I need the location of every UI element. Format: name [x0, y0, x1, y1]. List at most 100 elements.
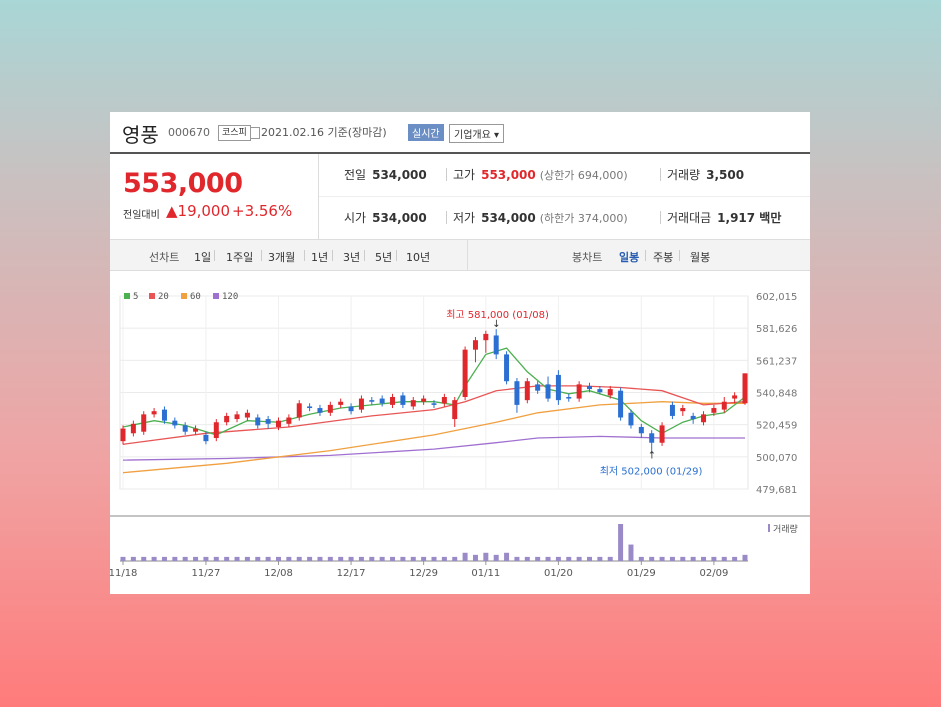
quote-row-1: 전일 534,000 고가 553,000 (상한가 694,000) 거래량 3,50… — [319, 154, 810, 197]
volume-bar — [338, 556, 344, 561]
candle-body — [483, 333, 489, 341]
candle-body — [742, 373, 748, 404]
candle-body — [711, 408, 717, 413]
candle-body — [400, 395, 406, 405]
volume-bar — [327, 556, 333, 561]
legend-label: 5 — [133, 292, 138, 302]
volume-bar — [358, 556, 364, 561]
volume-bar — [628, 544, 634, 561]
volume-bar — [276, 556, 281, 561]
candle-body — [234, 414, 240, 420]
volume-bar — [545, 556, 551, 561]
volume-bar — [659, 556, 665, 561]
tab-candle-chart[interactable]: 봉차트 — [572, 251, 603, 264]
volume-legend-label: 거래량 — [773, 523, 798, 535]
candle-body — [203, 434, 209, 442]
candle-body — [358, 398, 364, 410]
amount-cell: 거래대금 1,917 백만 — [667, 209, 781, 226]
chevron-down-icon: ▾ — [494, 130, 500, 141]
volume-bar — [597, 556, 603, 561]
volume-bar — [172, 556, 178, 561]
company-info-button[interactable]: 기업개요 ▾ — [449, 124, 505, 143]
volume-bar — [317, 556, 323, 561]
legend-swatch — [124, 293, 130, 299]
candle-body — [472, 340, 478, 350]
candle-body — [493, 335, 499, 355]
realtime-button[interactable]: 실시간 — [408, 124, 444, 141]
candle-body — [141, 414, 147, 432]
volume-bar — [224, 556, 230, 561]
candle-body — [286, 417, 292, 424]
volume-bar — [576, 556, 582, 561]
candle-body — [213, 422, 219, 439]
volume-bar — [244, 556, 250, 561]
tab-1d[interactable]: 1일 — [194, 251, 212, 264]
candle-body — [369, 400, 375, 402]
volume-bar — [213, 556, 219, 561]
prev-close-cell: 전일 534,000 — [344, 166, 427, 183]
candle-body — [379, 398, 385, 404]
tab-weekly[interactable]: 주봉 — [653, 251, 674, 264]
volume-bar — [255, 556, 261, 561]
candle-body — [338, 401, 344, 405]
tab-3y[interactable]: 3년 — [343, 251, 361, 264]
arrow-up-icon: ↑ — [648, 451, 656, 462]
legend-label: 20 — [158, 292, 169, 302]
prev-close-label: 전일 — [344, 168, 367, 182]
candle-body — [265, 419, 271, 424]
open-cell: 시가 534,000 — [344, 209, 427, 226]
x-tick-label: 12/29 — [409, 568, 438, 579]
market-badge: 코스피 — [218, 125, 251, 141]
volume-bar — [431, 556, 437, 561]
tab-1y[interactable]: 1년 — [311, 251, 329, 264]
quote-row-2: 시가 534,000 저가 534,000 (하한가 374,000) 거래대금 1,9… — [319, 197, 810, 239]
tab-10y[interactable]: 10년 — [406, 251, 431, 264]
quote-date: 2021.02.16 기준(장마감) — [261, 126, 387, 139]
volume-bar — [690, 556, 696, 561]
volume-bar — [587, 556, 592, 561]
candle-body — [172, 420, 178, 426]
y-tick-label: 520,459 — [756, 421, 797, 432]
volume-bar — [649, 556, 655, 561]
tab-1w[interactable]: 1주일 — [226, 251, 254, 264]
candle-body — [151, 411, 157, 415]
tab-3m[interactable]: 3개월 — [268, 251, 296, 264]
volume-bar — [669, 556, 675, 561]
candle-body — [628, 412, 634, 426]
candle-body — [421, 398, 427, 402]
tab-5y[interactable]: 5년 — [375, 251, 393, 264]
x-tick-label: 01/20 — [544, 568, 573, 579]
candle-body — [193, 428, 199, 432]
candle-body — [307, 406, 313, 409]
high-label: 고가 — [453, 168, 476, 182]
tab-line-chart[interactable]: 선차트 — [149, 251, 180, 264]
candle-body — [659, 425, 665, 443]
candle-body — [276, 420, 281, 427]
low-value: 534,000 — [481, 211, 536, 225]
candle-body — [224, 415, 230, 423]
candle-body — [618, 390, 624, 418]
candle-body — [638, 426, 644, 434]
volume-bar — [638, 556, 644, 561]
stock-name: 영풍 — [122, 123, 159, 147]
x-tick-label: 12/17 — [337, 568, 366, 579]
legend-label: 60 — [190, 292, 201, 302]
candle-body — [535, 384, 541, 391]
candle-body — [587, 385, 592, 390]
volume-bar — [555, 556, 561, 561]
volume-bar — [535, 556, 541, 561]
candle-body — [441, 396, 447, 404]
x-tick-label: 01/29 — [627, 568, 656, 579]
tab-daily[interactable]: 일봉 — [619, 251, 640, 264]
volume-bar — [732, 556, 738, 561]
tab-monthly[interactable]: 월봉 — [690, 251, 711, 264]
amount-value: 1,917 백만 — [717, 211, 782, 225]
candle-body — [182, 425, 188, 432]
y-tick-label: 479,681 — [756, 485, 797, 496]
volume-bar — [400, 556, 406, 561]
prev-close-value: 534,000 — [372, 168, 427, 182]
y-tick-label: 581,626 — [756, 324, 797, 335]
candle-body — [566, 396, 572, 399]
candle-body — [649, 433, 655, 443]
volume-bar — [472, 554, 478, 561]
